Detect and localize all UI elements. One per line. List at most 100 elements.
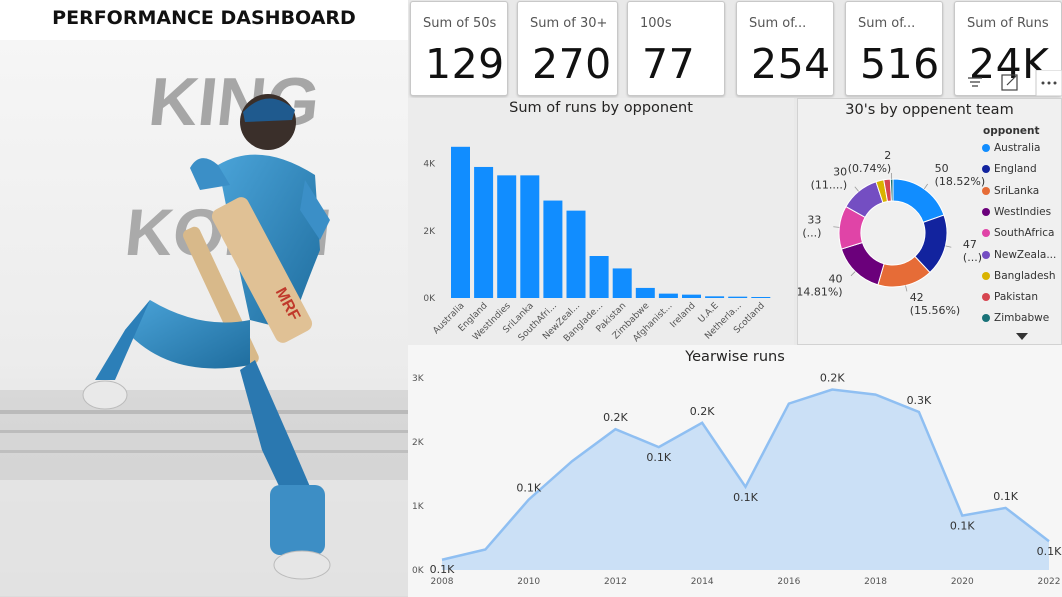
kpi-value: 129 [425, 40, 505, 88]
slice-value-label: 50 [935, 162, 949, 175]
x-tick-label: 2008 [431, 577, 454, 587]
bar-chart[interactable]: 0K2K4KAustraliaEnglandWestIndiesSriLanka… [408, 98, 794, 345]
y-tick-label: 1K [412, 502, 425, 512]
slice-percent-label: (11....) [811, 178, 848, 191]
x-tick-label: 2022 [1038, 577, 1061, 587]
data-label: 0.3K [907, 394, 932, 407]
kpi-value: 270 [532, 40, 612, 88]
slice-percent-label: (0.74%) [848, 162, 892, 175]
slice-percent-label: (...) [802, 226, 821, 239]
donut-chart[interactable]: 50(18.52%)47(...)42(15.56%)40(14.81%)33(… [798, 99, 1062, 346]
leader-line [945, 245, 952, 248]
bar[interactable] [658, 293, 678, 298]
legend-swatch [982, 250, 990, 259]
legend-scroll-down-icon[interactable] [1014, 330, 1030, 342]
donut-chart-panel: 30's by oppenent team 50 (18.52%) 47 (...) 4… [797, 98, 1062, 345]
kpi-value: 516 [860, 40, 940, 88]
chart-title: Sum of runs by opponent [509, 100, 693, 116]
legend-label: Pakistan [994, 291, 1038, 304]
bar[interactable] [728, 296, 748, 298]
slice-value-label: 42 [910, 291, 924, 304]
data-label: 0.2K [690, 405, 715, 418]
bar-chart-panel: Sum of runs by opponent 0K 2K 4K Australia E… [408, 98, 794, 345]
data-label: 0.1K [733, 491, 758, 504]
area-fill [442, 389, 1049, 570]
slice-percent-label: (14.81%) [798, 285, 843, 298]
x-tick-label: 2012 [604, 577, 627, 587]
bar[interactable] [682, 294, 701, 298]
filter-icon[interactable] [964, 72, 986, 94]
y-tick-label: 0K [412, 566, 425, 576]
legend-swatch [982, 314, 990, 323]
slice-value-label: 33 [807, 213, 821, 226]
kpi-card-50s[interactable]: Sum of 50s 129 [410, 1, 508, 96]
data-label: 0.1K [993, 490, 1018, 503]
bar[interactable] [474, 166, 494, 298]
data-label: 0.1K [516, 482, 541, 495]
x-tick-label: 2010 [517, 577, 540, 587]
leader-line [854, 186, 859, 192]
area-line[interactable] [441, 388, 1050, 561]
legend-swatch [982, 144, 990, 152]
legend-item[interactable]: England [982, 163, 1037, 175]
area-chart[interactable]: 0K 1K 2K 3K 0.1K 0.1K 0.2K 0.1K 0.2K 0.1K 0.2K 0.3K… [408, 345, 1062, 597]
data-label: 0.2K [820, 372, 845, 385]
y-tick-label: 2K [412, 438, 425, 448]
legend-item[interactable]: SouthAfrica [982, 227, 1054, 239]
data-label: 0.2K [603, 411, 628, 424]
legend-item[interactable]: Pakistan [982, 291, 1038, 303]
legend-item[interactable]: Zimbabwe [982, 312, 1049, 324]
legend-label: Bangladesh [994, 269, 1056, 282]
bar[interactable] [589, 256, 609, 298]
bar[interactable] [751, 296, 771, 298]
leader-line [850, 271, 856, 277]
kpi-label: 100s [640, 16, 672, 31]
legend-item[interactable]: WestIndies [982, 206, 1051, 218]
y-tick-label: 2K [423, 227, 436, 237]
page-title: PERFORMANCE DASHBOARD [0, 0, 408, 40]
focus-mode-icon[interactable] [1001, 74, 1018, 91]
legend-item[interactable]: SriLanka [982, 185, 1039, 197]
donut-slice[interactable] [840, 241, 885, 286]
legend-label: Zimbabwe [994, 312, 1050, 325]
bar[interactable] [635, 287, 655, 298]
x-tick-label: 2018 [864, 577, 887, 587]
bar[interactable] [520, 175, 540, 298]
kpi-card-100s[interactable]: 100s 77 [627, 1, 725, 96]
hero-image-panel: KING KOHLI MRF PERFORMANCE DASHBOARD [0, 0, 408, 597]
kpi-card-30plus[interactable]: Sum of 30+ 270 [517, 1, 618, 96]
data-label: 0.1K [1037, 545, 1062, 558]
bar[interactable] [566, 210, 586, 298]
legend-label: Australia [994, 142, 1041, 154]
x-tick-label: 2016 [777, 577, 800, 587]
y-tick-label: 4K [423, 160, 436, 170]
bar[interactable] [497, 175, 517, 298]
bar[interactable] [451, 146, 470, 298]
poster-text-line1: KING [145, 64, 323, 140]
leader-line [833, 226, 840, 228]
donut-slice[interactable] [889, 178, 894, 202]
kpi-value: 77 [642, 40, 696, 88]
slice-value-label: 40 [829, 272, 843, 285]
legend-item[interactable]: NewZeala... [982, 249, 1056, 261]
legend-swatch [982, 229, 990, 238]
bar[interactable] [543, 200, 563, 298]
y-tick-label: 3K [412, 374, 425, 384]
legend-label: England [994, 163, 1037, 176]
kpi-label: Sum of 30+ [530, 16, 608, 31]
bar[interactable] [612, 268, 632, 298]
hero-image: KING KOHLI MRF [0, 0, 408, 597]
kpi-card-5[interactable]: Sum of... 516 [845, 1, 943, 96]
data-label: 0.1K [950, 520, 975, 533]
kpi-label: Sum of 50s [423, 16, 497, 31]
bar[interactable] [705, 296, 725, 298]
more-options-icon[interactable] [1035, 69, 1062, 97]
x-tick-label: 2014 [691, 577, 714, 587]
y-tick-label: 0K [423, 294, 436, 304]
legend-item[interactable]: Bangladesh [982, 270, 1056, 282]
legend-label: SriLanka [994, 184, 1040, 197]
legend-swatch [982, 293, 990, 302]
legend-item[interactable]: Australia [982, 142, 1040, 154]
legend-title: opponent [983, 125, 1040, 137]
kpi-card-4[interactable]: Sum of... 254 [736, 1, 834, 96]
